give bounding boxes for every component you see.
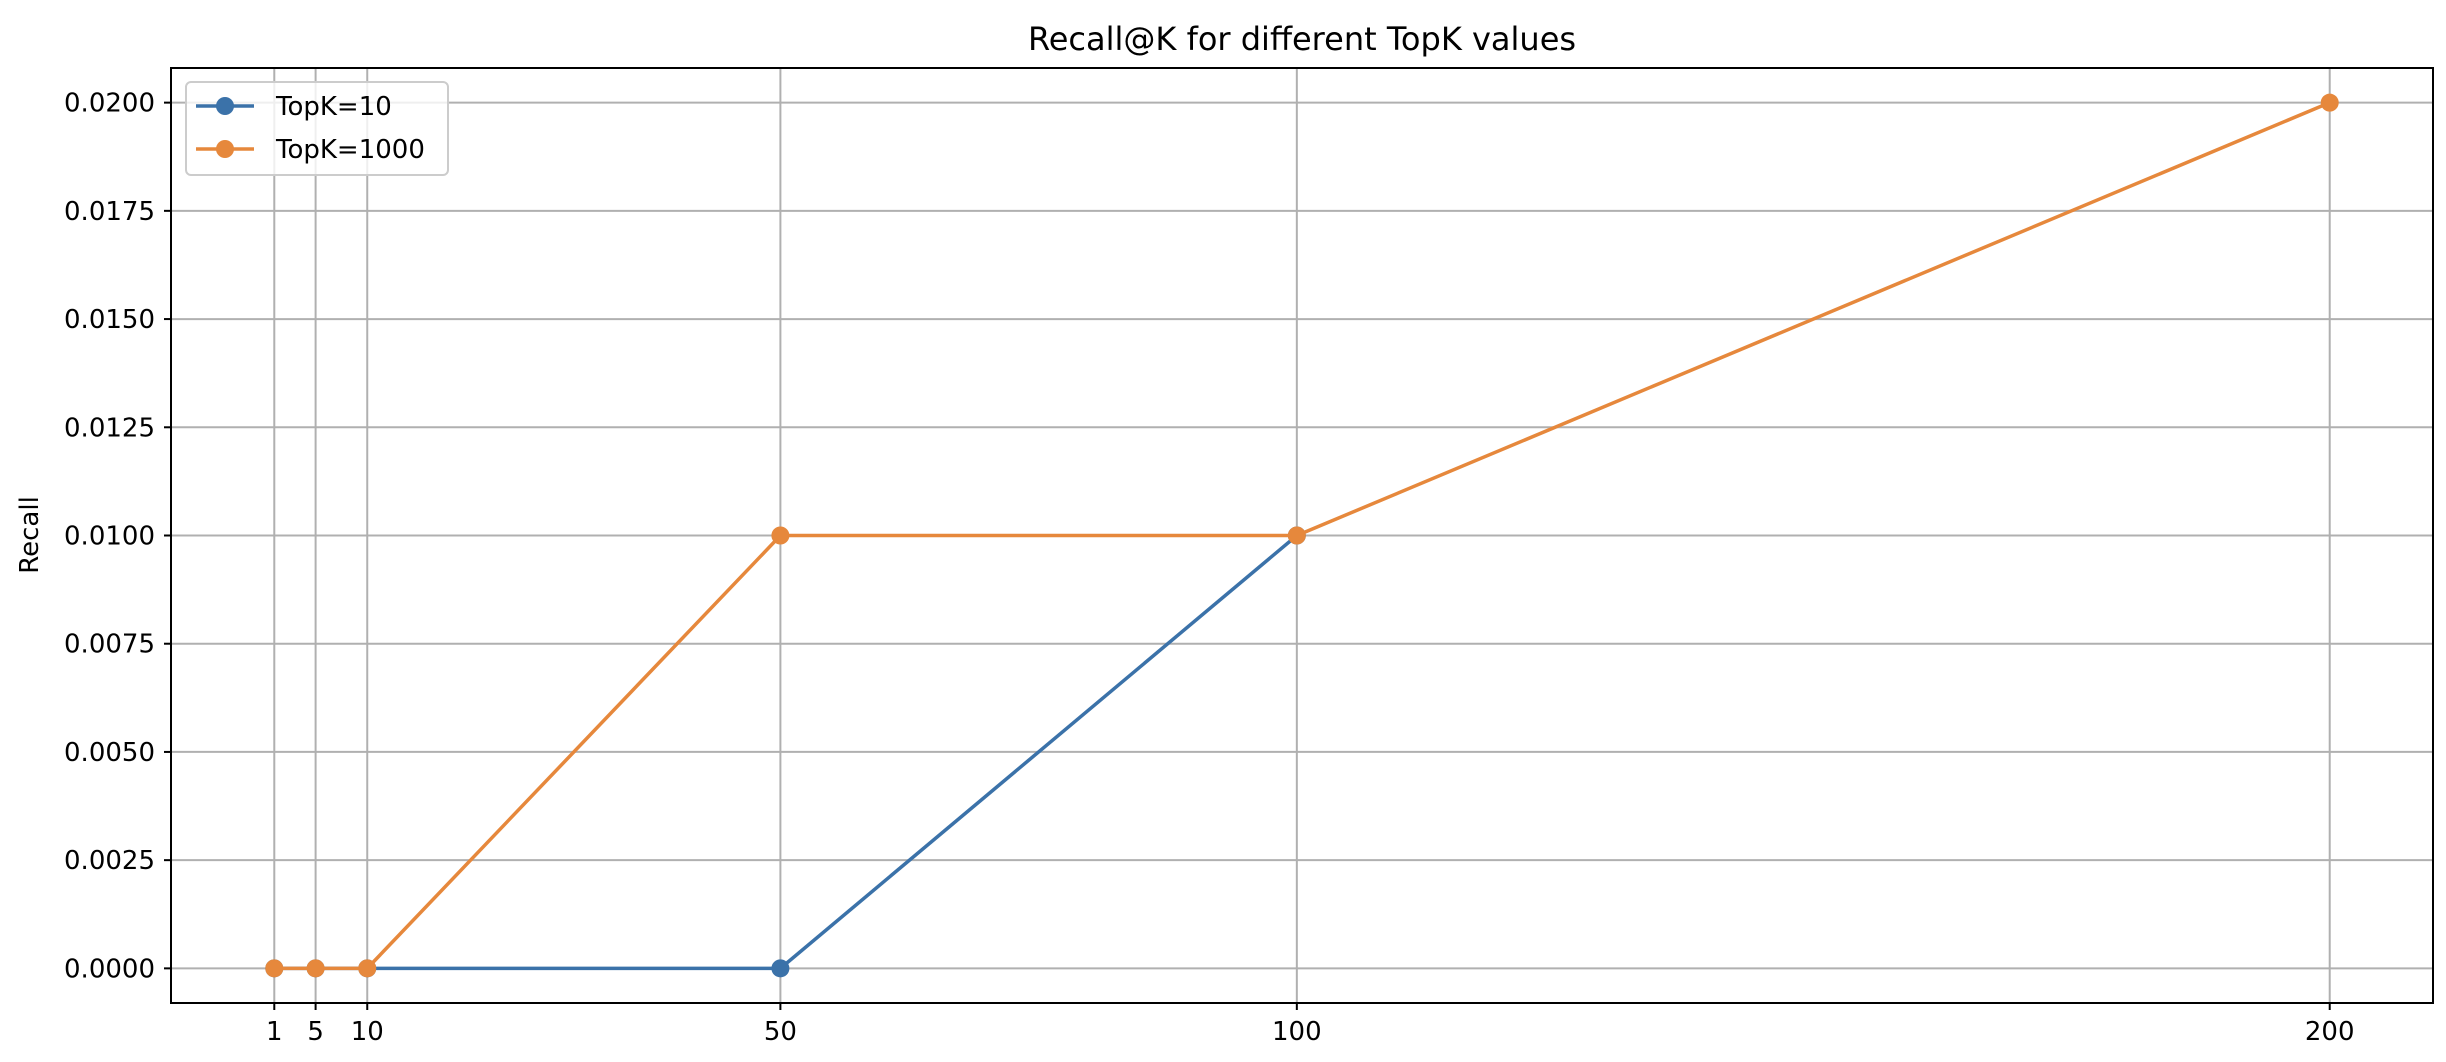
series-group — [265, 93, 2339, 978]
data-point — [1287, 526, 1306, 545]
y-tick-label: 0.0000 — [64, 954, 155, 984]
data-point — [771, 959, 790, 978]
legend: TopK=10 TopK=1000 — [185, 81, 449, 176]
y-axis-label: Recall — [15, 496, 45, 574]
y-tick-label: 0.0125 — [64, 413, 155, 443]
y-tick-label: 0.0200 — [64, 89, 155, 119]
x-tick-label: 5 — [307, 1017, 324, 1047]
data-point — [358, 959, 377, 978]
legend-marker-topk10 — [216, 97, 234, 115]
legend-marker-topk1000 — [216, 140, 234, 158]
y-tick-label: 0.0075 — [64, 630, 155, 660]
x-axis-label: K — [1289, 1059, 1307, 1062]
legend-label-topk1000: TopK=1000 — [275, 135, 425, 165]
y-tick-label: 0.0100 — [64, 522, 155, 552]
y-tick-label: 0.0025 — [64, 846, 155, 876]
y-tick-label: 0.0050 — [64, 738, 155, 768]
data-point — [306, 959, 325, 978]
x-tick-label: 1 — [266, 1017, 283, 1047]
axis-ticks: 1 5 10 50 100 200 0.0000 0.0025 0.0050 0.0075 0.01… — [64, 89, 2355, 1047]
data-point — [265, 959, 284, 978]
x-tick-label: 50 — [764, 1017, 797, 1047]
x-tick-label: 100 — [1272, 1017, 1322, 1047]
x-tick-label: 200 — [2305, 1017, 2355, 1047]
chart-title: Recall@K for different TopK values — [1028, 20, 1576, 58]
data-point — [2320, 93, 2339, 112]
data-point — [771, 526, 790, 545]
y-tick-label: 0.0175 — [64, 197, 155, 227]
x-tick-label: 10 — [351, 1017, 384, 1047]
y-tick-label: 0.0150 — [64, 305, 155, 335]
legend-label-topk10: TopK=10 — [275, 92, 392, 122]
